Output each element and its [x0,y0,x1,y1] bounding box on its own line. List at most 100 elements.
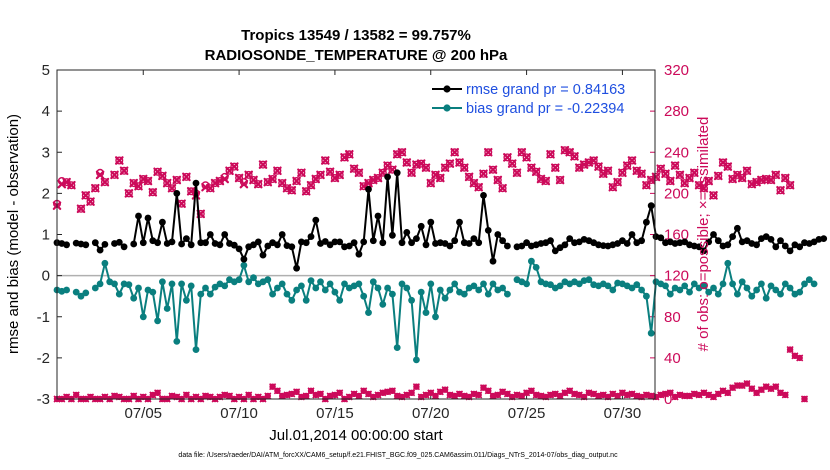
rmse-point [178,240,186,248]
bias-point [628,284,636,292]
bias-point [460,290,468,298]
x-tick-label: 07/15 [316,405,354,422]
bias-point [638,286,645,294]
obs-assimilated-marker [603,166,613,176]
y-left-tick-label: 2 [42,185,50,202]
obs-possible-marker [532,167,541,176]
obs-assimilated-marker [675,170,685,180]
bias-point [82,289,90,297]
obs-rejected-cross [796,354,804,362]
rmse-point [475,239,483,247]
bias-point [293,286,300,294]
obs-assimilated-marker [220,174,229,184]
obs-assimilated-marker [292,176,301,186]
bias-point [298,282,305,290]
rmse-point [278,231,286,238]
obs-assimilated-marker [364,178,373,188]
rmse-point [96,246,104,254]
bias-point [283,290,291,298]
bias-point [206,290,214,298]
obs-assimilated-marker [330,173,340,183]
bias-point [149,288,157,296]
rmse-point [480,192,487,199]
x-tick-label: 07/25 [508,405,546,422]
obs-assimilated-marker [737,173,747,183]
obs-assimilated-marker [570,152,579,161]
bias-point [451,280,459,288]
obs-possible-marker [235,173,244,182]
obs-assimilated-marker [627,156,637,165]
obs-possible-marker [719,158,728,167]
obs-possible-marker [441,163,450,172]
bias-point [221,282,229,290]
obs-assimilated-marker [148,188,158,197]
rmse-point [470,235,478,243]
obs-assimilated-marker [479,169,488,179]
obs-assimilated-marker [254,179,263,189]
obs-assimilated-marker [335,170,344,180]
obs-rejected-cross [336,389,344,397]
bias-point [115,290,123,298]
obs-assimilated-marker [210,178,220,188]
rmse-point [628,231,636,238]
obs-possible-marker [551,163,560,172]
y-left-tick-label: 3 [42,144,50,161]
obs-assimilated-marker [713,171,723,181]
bias-point [341,280,348,288]
obs-assimilated-marker [100,177,110,187]
rmse-point [494,231,502,238]
legend-bias-marker [443,104,451,112]
rmse-point [623,240,631,247]
obs-assimilated-marker [345,150,354,159]
rmse-point [518,242,526,250]
obs-possible-marker [685,173,694,182]
rmse-point [230,241,238,249]
bias-point [700,282,708,290]
obs-possible-marker [278,179,287,188]
obs-assimilated-marker [282,183,292,193]
obs-assimilated-marker [522,153,531,162]
obs-possible-marker [608,183,617,192]
bias-point [72,288,80,296]
obs-possible-marker [508,159,517,168]
obs-possible-marker [604,166,613,175]
obs-possible-marker [656,164,665,173]
obs-possible-marker [225,166,234,175]
obs-assimilated-marker [752,177,761,187]
bias-point [331,288,339,296]
obs-assimilated-marker [771,170,781,180]
y-right-tick-label: 280 [664,103,689,120]
bias-point [681,282,689,290]
rmse-point [115,238,123,246]
bias-point [159,278,166,286]
obs-possible-marker [728,174,737,183]
obs-possible-marker [781,173,790,182]
obs-assimilated-marker [661,169,670,179]
legend-box [428,75,650,119]
rmse-point [360,238,368,246]
bias-point [312,284,320,292]
obs-possible-marker [671,161,680,170]
obs-assimilated-marker [723,162,733,171]
bias-point [384,284,391,292]
bias-point [724,259,732,267]
obs-assimilated-marker [273,166,282,176]
y-left-tick-label: -1 [37,309,50,326]
obs-possible-marker [378,168,387,177]
obs-possible-marker [115,156,124,165]
rmse-point [566,235,574,243]
bias-point [432,313,439,321]
rmse-point [413,235,420,243]
obs-assimilated-marker [781,173,790,183]
obs-possible-marker [249,175,258,184]
obs-rejected-cross [264,392,272,400]
bias-point [250,274,257,282]
obs-rejected-cross [781,391,789,399]
obs-possible-marker [383,161,392,170]
bias-point [523,280,530,288]
bias-point [475,286,483,294]
rmse-point [216,241,224,249]
obs-possible-marker [704,176,713,185]
obs-assimilated-marker [354,168,364,178]
chart-title: Tropics 13549 / 13582 = 99.757% [241,27,471,44]
